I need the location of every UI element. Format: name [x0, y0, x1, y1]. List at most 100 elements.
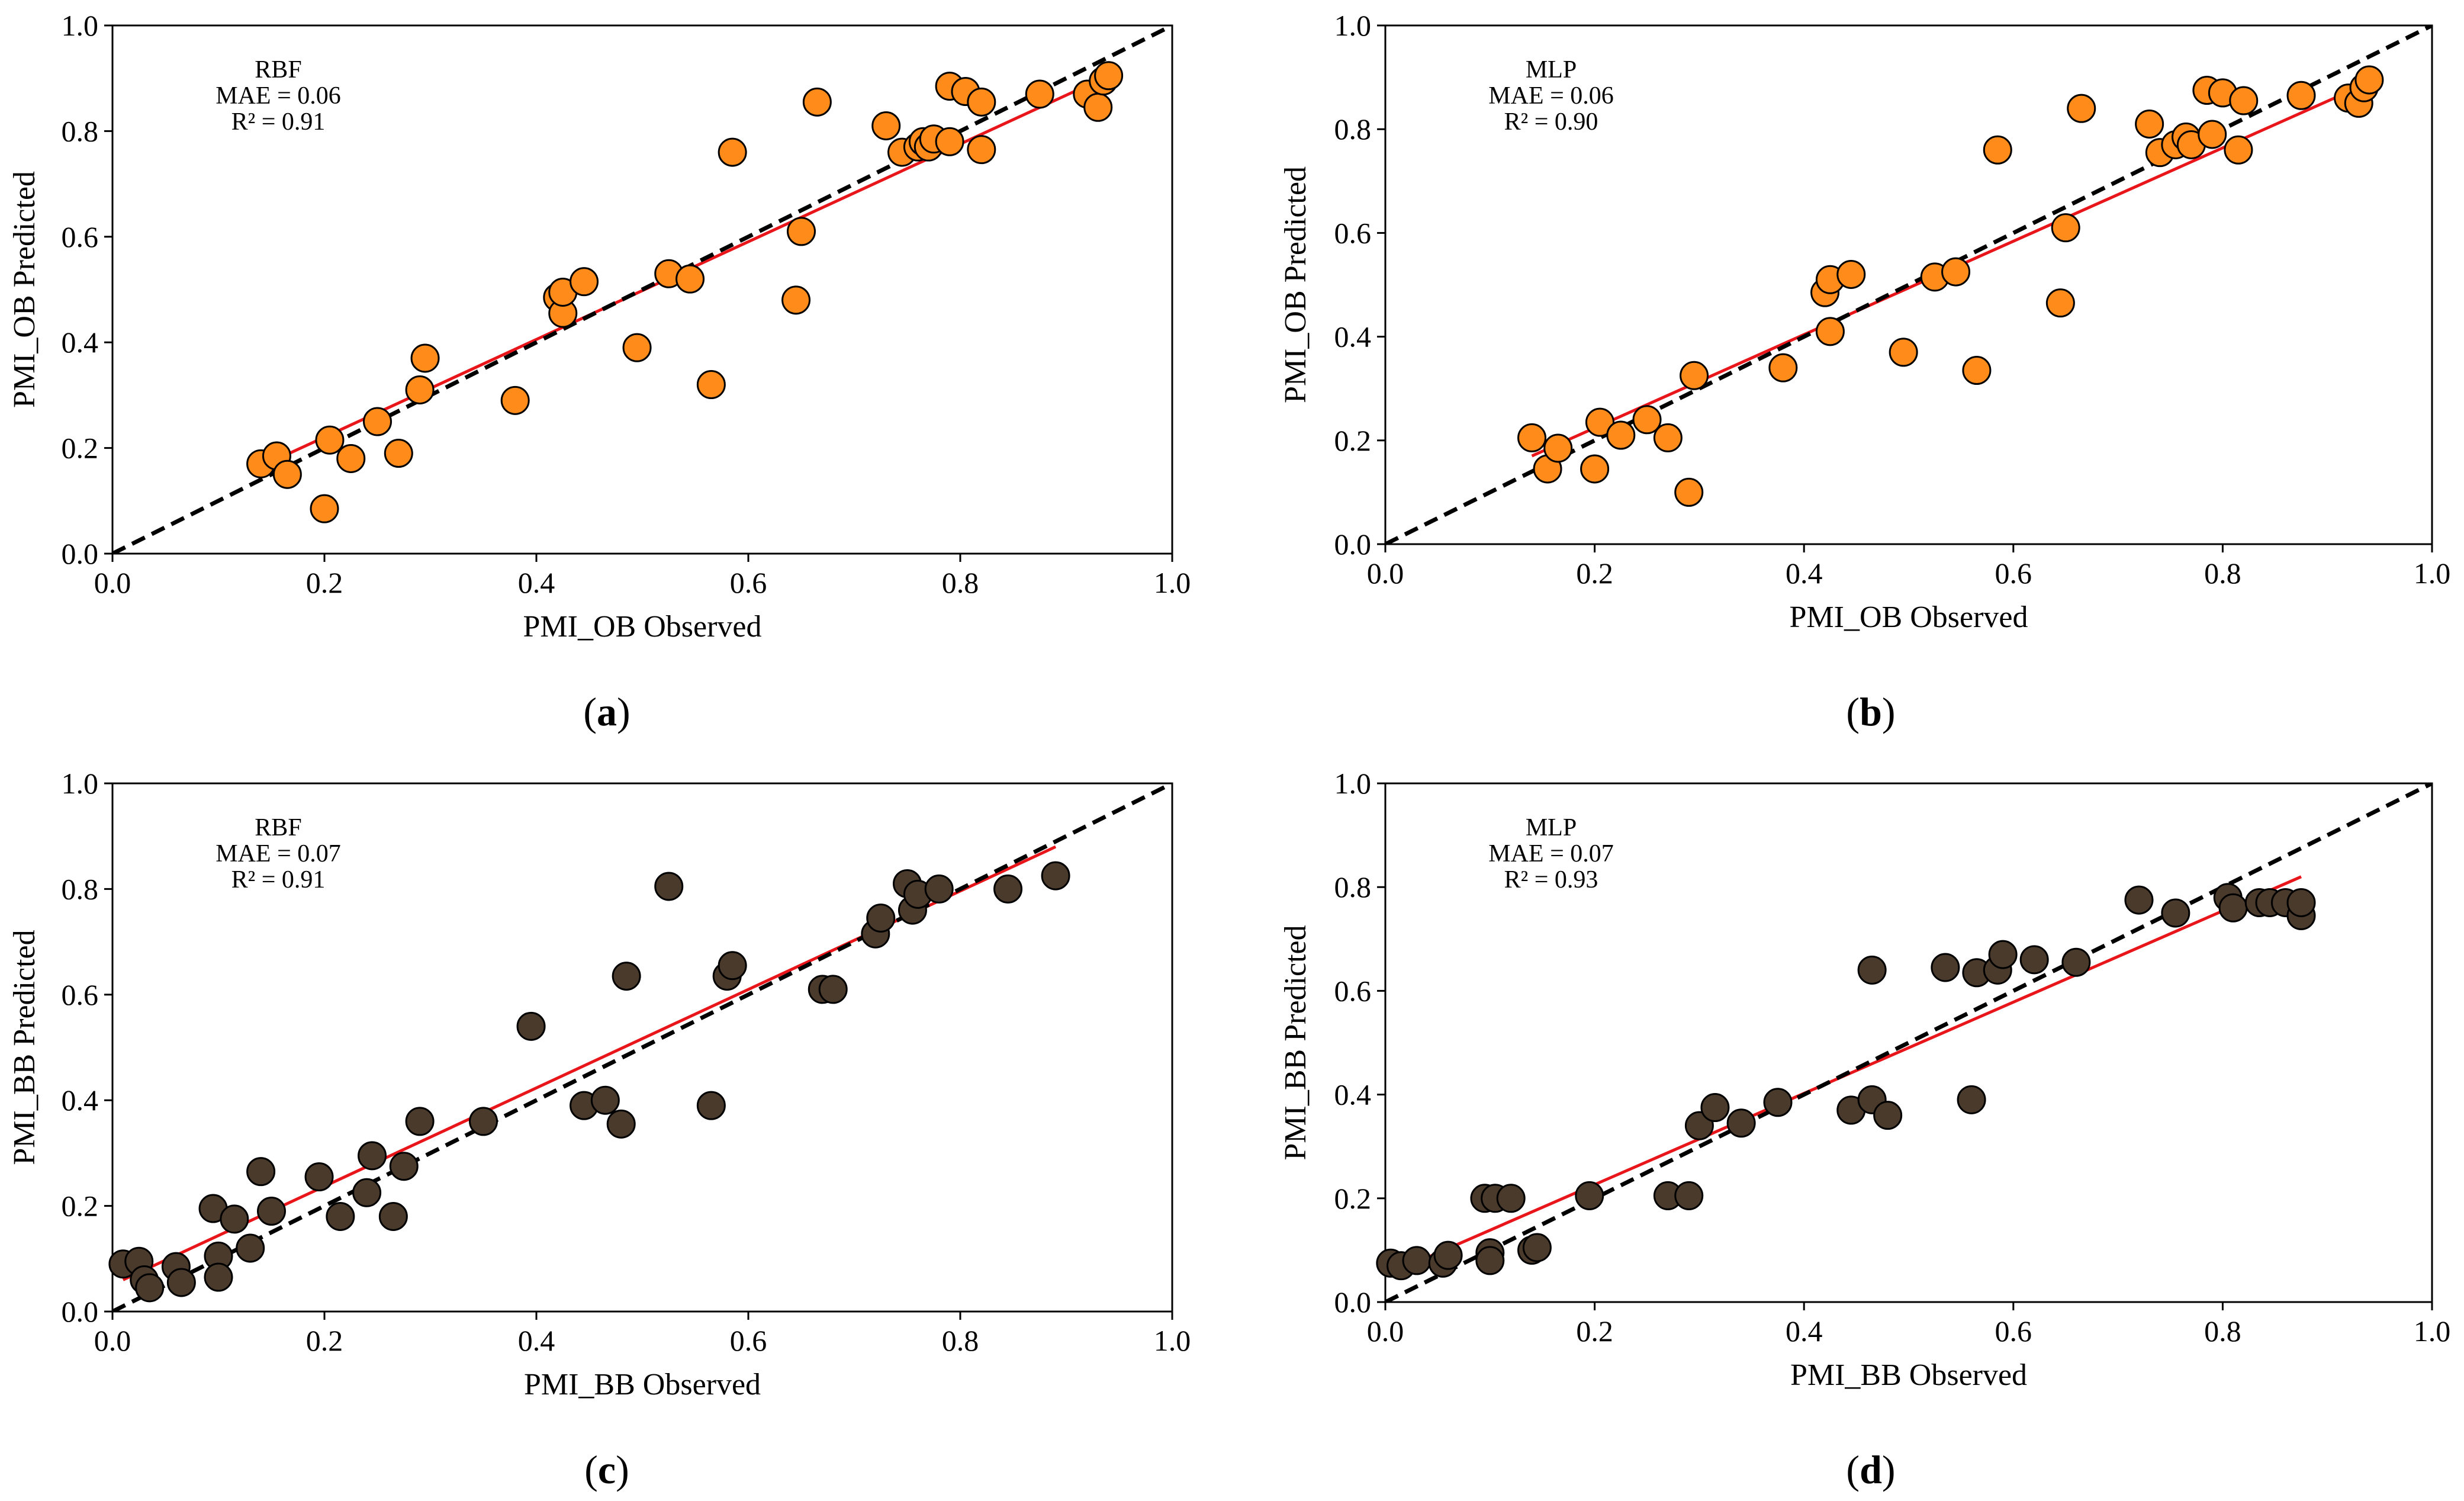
data-point — [1025, 79, 1054, 109]
data-point — [2161, 898, 2190, 928]
data-point — [326, 1201, 355, 1231]
caption-close: ) — [1882, 689, 1896, 734]
data-point — [405, 1107, 435, 1136]
data-point — [802, 87, 832, 117]
caption-close: ) — [617, 689, 631, 734]
x-tick-label: 0.4 — [1786, 557, 1823, 590]
x-tick-label: 1.0 — [1154, 1324, 1191, 1357]
data-point — [1941, 257, 1971, 287]
caption-letter: c — [598, 1447, 616, 1492]
x-tick-label: 0.2 — [306, 566, 343, 599]
data-point — [1580, 454, 1610, 484]
data-point — [993, 874, 1023, 904]
x-tick-label: 0.4 — [518, 1324, 555, 1357]
data-point — [363, 407, 392, 436]
panel-a: 0.0 0.2 0.4 0.6 0.8 1.0 0.0 0.2 0.4 0.6 0.8 1.0 PMI_… — [8, 9, 1191, 734]
x-tick-label: 0.0 — [94, 566, 131, 599]
model-annotation: RBF — [255, 56, 301, 83]
data-point — [1606, 420, 1636, 450]
x-tick-label: 0.4 — [1786, 1314, 1823, 1348]
y-axis-label: PMI_OB Predicted — [1279, 166, 1313, 403]
caption-open: ( — [1846, 689, 1860, 734]
data-point — [1522, 1233, 1552, 1262]
y-tick-label: 0.8 — [1334, 870, 1372, 904]
data-point — [1543, 433, 1573, 463]
caption-letter: d — [1860, 1447, 1882, 1492]
x-tick-label: 1.0 — [2414, 1314, 2451, 1348]
data-point — [675, 264, 705, 294]
data-point — [2061, 947, 2091, 977]
y-tick-label: 0.0 — [62, 537, 99, 570]
x-axis-label: PMI_OB Observed — [523, 610, 762, 644]
x-tick-label: 0.8 — [2204, 1314, 2241, 1348]
y-tick-label: 1.0 — [62, 9, 99, 42]
x-tick-label: 0.0 — [1367, 1314, 1404, 1348]
y-tick-label: 0.6 — [1334, 974, 1372, 1007]
x-tick-label: 0.2 — [1576, 557, 1613, 590]
panel-d: 0.0 0.2 0.4 0.6 0.8 1.0 0.0 0.2 0.4 0.6 0.8 1.0 PMI_… — [1279, 767, 2450, 1492]
x-tick-label: 0.0 — [1367, 557, 1404, 590]
panel-caption: (c) — [584, 1447, 629, 1492]
x-tick-label: 0.2 — [306, 1324, 343, 1357]
data-point — [1768, 353, 1798, 383]
data-point — [1957, 1085, 1986, 1114]
data-point — [2198, 120, 2227, 149]
data-point — [606, 1109, 636, 1139]
x-tick-label: 0.6 — [730, 566, 767, 599]
caption-close: ) — [1882, 1447, 1896, 1492]
data-point — [696, 1091, 726, 1120]
model-annotation: R² = 0.91 — [231, 866, 326, 893]
data-point — [1575, 1181, 1604, 1210]
data-point — [590, 1085, 620, 1115]
data-point — [204, 1262, 233, 1292]
data-point — [935, 127, 964, 156]
caption-close: ) — [616, 1447, 629, 1492]
data-point — [1083, 92, 1113, 122]
caption-open: ( — [1846, 1447, 1860, 1492]
data-point — [166, 1268, 196, 1297]
data-point — [1815, 317, 1845, 346]
x-axis-label: PMI_BB Observed — [524, 1368, 761, 1402]
data-point — [622, 333, 652, 362]
data-point — [2051, 213, 2080, 243]
x-tick-label: 0.2 — [1576, 1314, 1613, 1348]
model-annotation: R² = 0.91 — [231, 108, 326, 136]
data-point — [1041, 861, 1070, 891]
y-tick-label: 1.0 — [1334, 9, 1372, 42]
data-point — [310, 494, 339, 523]
y-tick-label: 0.2 — [1334, 424, 1372, 457]
model-annotation: MLP — [1526, 814, 1577, 841]
data-point — [1983, 135, 2012, 165]
data-point — [1585, 407, 1614, 437]
x-tick-label: 0.4 — [518, 566, 555, 599]
model-annotation: RBF — [255, 814, 301, 841]
model-annotation: R² = 0.93 — [1504, 866, 1598, 893]
data-point — [1674, 477, 1704, 507]
panel-caption: (d) — [1846, 1447, 1895, 1492]
y-tick-label: 0.4 — [1334, 320, 1372, 353]
y-tick-label: 1.0 — [62, 767, 99, 800]
data-point — [378, 1201, 408, 1231]
y-tick-label: 0.8 — [62, 114, 99, 147]
data-point — [1517, 423, 1547, 452]
model-annotation: MLP — [1526, 56, 1577, 83]
caption-open: ( — [584, 1447, 598, 1492]
data-point — [924, 874, 954, 904]
data-point — [1873, 1101, 1903, 1130]
data-point — [967, 135, 996, 165]
y-axis-label: PMI_BB Predicted — [1279, 925, 1313, 1160]
y-tick-label: 0.8 — [1334, 113, 1372, 146]
data-point — [1475, 1246, 1505, 1275]
x-tick-label: 1.0 — [1154, 566, 1191, 599]
data-point — [2135, 109, 2164, 139]
data-point — [1094, 61, 1124, 91]
x-axis-label: PMI_BB Observed — [1790, 1358, 2027, 1392]
data-point — [967, 87, 996, 117]
y-axis-label: PMI_BB Predicted — [8, 930, 41, 1165]
panel-caption: (a) — [583, 689, 630, 734]
data-point — [718, 951, 747, 981]
y-tick-label: 0.6 — [1334, 216, 1372, 249]
model-annotation: MAE = 0.07 — [1488, 840, 1614, 867]
data-point — [405, 375, 435, 404]
